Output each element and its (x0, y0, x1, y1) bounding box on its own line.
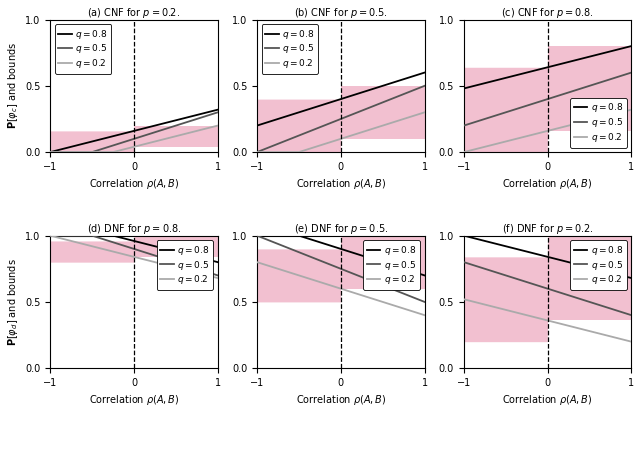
Title: (d) DNF for $p = 0.8$.: (d) DNF for $p = 0.8$. (87, 222, 181, 236)
X-axis label: Correlation $\rho(A,B)$: Correlation $\rho(A,B)$ (502, 393, 593, 407)
Title: (f) DNF for $p = 0.2$.: (f) DNF for $p = 0.2$. (502, 222, 593, 236)
Y-axis label: $\mathbf{P}[\varphi_d]$ and bounds: $\mathbf{P}[\varphi_d]$ and bounds (6, 258, 20, 346)
X-axis label: Correlation $\rho(A,B)$: Correlation $\rho(A,B)$ (89, 177, 179, 191)
X-axis label: Correlation $\rho(A,B)$: Correlation $\rho(A,B)$ (89, 393, 179, 407)
X-axis label: Correlation $\rho(A,B)$: Correlation $\rho(A,B)$ (502, 177, 593, 191)
X-axis label: Correlation $\rho(A,B)$: Correlation $\rho(A,B)$ (296, 177, 386, 191)
Legend: $q=0.8$, $q=0.5$, $q=0.2$: $q=0.8$, $q=0.5$, $q=0.2$ (364, 240, 420, 290)
Legend: $q=0.8$, $q=0.5$, $q=0.2$: $q=0.8$, $q=0.5$, $q=0.2$ (55, 24, 111, 74)
Legend: $q=0.8$, $q=0.5$, $q=0.2$: $q=0.8$, $q=0.5$, $q=0.2$ (570, 240, 627, 290)
Title: (c) CNF for $p = 0.8$.: (c) CNF for $p = 0.8$. (501, 5, 594, 20)
Y-axis label: $\mathbf{P}[\varphi_c]$ and bounds: $\mathbf{P}[\varphi_c]$ and bounds (6, 42, 20, 129)
Title: (a) CNF for $p = 0.2$.: (a) CNF for $p = 0.2$. (88, 5, 180, 20)
Title: (b) CNF for $p = 0.5$.: (b) CNF for $p = 0.5$. (294, 5, 388, 20)
Title: (e) DNF for $p = 0.5$.: (e) DNF for $p = 0.5$. (294, 222, 388, 236)
Legend: $q=0.8$, $q=0.5$, $q=0.2$: $q=0.8$, $q=0.5$, $q=0.2$ (570, 98, 627, 148)
Legend: $q=0.8$, $q=0.5$, $q=0.2$: $q=0.8$, $q=0.5$, $q=0.2$ (157, 240, 213, 290)
Legend: $q=0.8$, $q=0.5$, $q=0.2$: $q=0.8$, $q=0.5$, $q=0.2$ (262, 24, 318, 74)
X-axis label: Correlation $\rho(A,B)$: Correlation $\rho(A,B)$ (296, 393, 386, 407)
